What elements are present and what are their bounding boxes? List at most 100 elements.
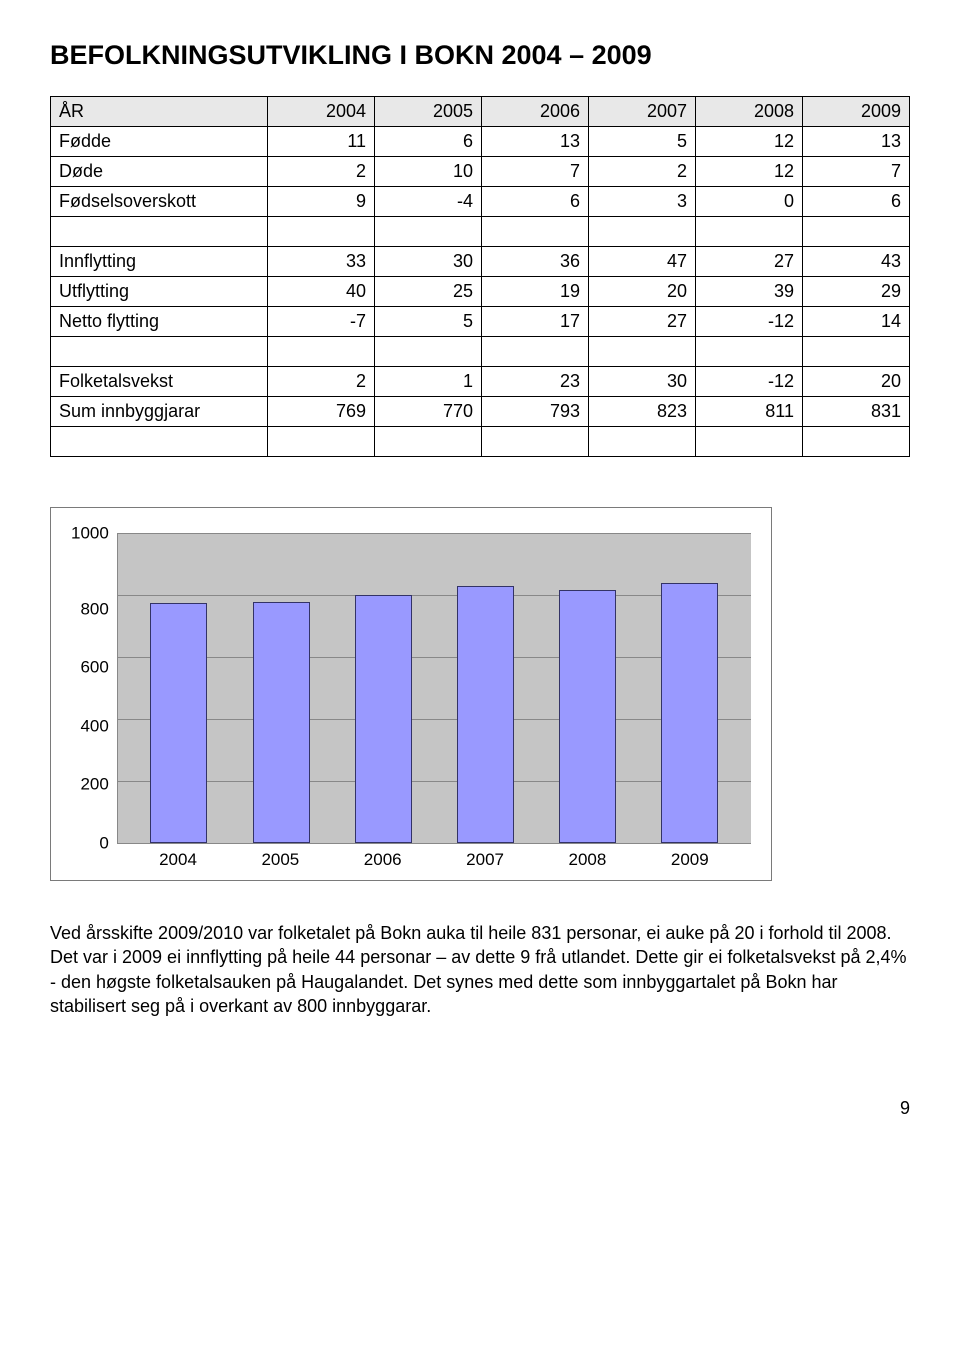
- table-cell: 47: [589, 247, 696, 277]
- table-cell: 27: [696, 247, 803, 277]
- x-tick-label: 2004: [151, 850, 206, 870]
- table-cell: 39: [696, 277, 803, 307]
- table-row: Døde21072127: [51, 157, 910, 187]
- col-header: 2008: [696, 97, 803, 127]
- x-tick-label: 2006: [355, 850, 410, 870]
- table-cell: -12: [696, 307, 803, 337]
- body-paragraph: Ved årsskifte 2009/2010 var folketalet p…: [50, 921, 910, 1018]
- table-cell: 5: [375, 307, 482, 337]
- table-cell: 43: [803, 247, 910, 277]
- x-tick-label: 2007: [458, 850, 513, 870]
- table-cell: 19: [482, 277, 589, 307]
- table-cell: 36: [482, 247, 589, 277]
- table-gap-row: [51, 337, 910, 367]
- x-tick-label: 2008: [560, 850, 615, 870]
- table-cell: 33: [268, 247, 375, 277]
- chart-bar: [253, 602, 310, 843]
- table-cell: 20: [803, 367, 910, 397]
- chart-plot-area: [117, 533, 751, 844]
- table-cell: 2: [268, 157, 375, 187]
- table-cell: 27: [589, 307, 696, 337]
- table-cell: 6: [803, 187, 910, 217]
- y-tick-label: 400: [80, 717, 108, 734]
- table-cell: 831: [803, 397, 910, 427]
- x-tick-label: 2009: [662, 850, 717, 870]
- page-title: BEFOLKNINGSUTVIKLING I BOKN 2004 – 2009: [50, 40, 910, 71]
- table-cell: Fødde: [51, 127, 268, 157]
- population-table: ÅR 2004 2005 2006 2007 2008 2009 Fødde11…: [50, 96, 910, 457]
- table-cell: -7: [268, 307, 375, 337]
- table-cell: 23: [482, 367, 589, 397]
- table-cell: 13: [482, 127, 589, 157]
- table-row: Utflytting402519203929: [51, 277, 910, 307]
- table-cell: 17: [482, 307, 589, 337]
- chart-bar: [355, 595, 412, 843]
- table-cell: 769: [268, 397, 375, 427]
- table-row: Fødde1161351213: [51, 127, 910, 157]
- table-cell: 6: [482, 187, 589, 217]
- table-cell: 770: [375, 397, 482, 427]
- table-cell: 5: [589, 127, 696, 157]
- table-cell: 12: [696, 157, 803, 187]
- table-cell: 2: [589, 157, 696, 187]
- table-cell: 6: [375, 127, 482, 157]
- chart-bar: [150, 603, 207, 843]
- col-header: 2009: [803, 97, 910, 127]
- table-cell: 11: [268, 127, 375, 157]
- col-header: 2007: [589, 97, 696, 127]
- chart-bar: [457, 586, 514, 843]
- table-cell: 13: [803, 127, 910, 157]
- population-chart: 10008006004002000 2004200520062007200820…: [50, 507, 772, 881]
- page-number: 9: [50, 1098, 910, 1119]
- table-cell: -12: [696, 367, 803, 397]
- table-cell: Netto flytting: [51, 307, 268, 337]
- table-cell: -4: [375, 187, 482, 217]
- table-cell: Innflytting: [51, 247, 268, 277]
- table-cell: Sum innbyggjarar: [51, 397, 268, 427]
- table-row: Fødselsoverskott9-46306: [51, 187, 910, 217]
- y-tick-label: 200: [80, 776, 108, 793]
- table-cell: 14: [803, 307, 910, 337]
- table-cell: 20: [589, 277, 696, 307]
- col-header: ÅR: [51, 97, 268, 127]
- table-cell: 3: [589, 187, 696, 217]
- chart-x-axis: 2004 2005 2006 2007 2008 2009: [117, 844, 751, 870]
- table-cell: 2: [268, 367, 375, 397]
- y-tick-label: 600: [80, 659, 108, 676]
- y-tick-label: 1000: [71, 525, 109, 542]
- table-cell: 29: [803, 277, 910, 307]
- col-header: 2006: [482, 97, 589, 127]
- table-cell: 9: [268, 187, 375, 217]
- table-row: Sum innbyggjarar769770793823811831: [51, 397, 910, 427]
- col-header: 2005: [375, 97, 482, 127]
- table-cell: 30: [589, 367, 696, 397]
- table-header-row: ÅR 2004 2005 2006 2007 2008 2009: [51, 97, 910, 127]
- table-cell: 1: [375, 367, 482, 397]
- col-header: 2004: [268, 97, 375, 127]
- table-cell: Døde: [51, 157, 268, 187]
- table-cell: 30: [375, 247, 482, 277]
- x-tick-label: 2005: [253, 850, 308, 870]
- table-row: Innflytting333036472743: [51, 247, 910, 277]
- table-row: Folketalsvekst212330-1220: [51, 367, 910, 397]
- table-cell: 793: [482, 397, 589, 427]
- chart-bar: [661, 583, 718, 843]
- y-tick-label: 0: [99, 834, 108, 851]
- table-cell: 823: [589, 397, 696, 427]
- chart-y-axis: 10008006004002000: [71, 533, 117, 843]
- chart-bar: [559, 590, 616, 843]
- table-cell: 12: [696, 127, 803, 157]
- table-cell: 7: [482, 157, 589, 187]
- table-cell: Fødselsoverskott: [51, 187, 268, 217]
- table-cell: 40: [268, 277, 375, 307]
- table-cell: 0: [696, 187, 803, 217]
- table-cell: 811: [696, 397, 803, 427]
- table-cell: Folketalsvekst: [51, 367, 268, 397]
- table-row: Netto flytting-751727-1214: [51, 307, 910, 337]
- table-cell: 7: [803, 157, 910, 187]
- table-gap-row: [51, 217, 910, 247]
- table-gap-row: [51, 427, 910, 457]
- y-tick-label: 800: [80, 600, 108, 617]
- table-cell: 25: [375, 277, 482, 307]
- table-cell: Utflytting: [51, 277, 268, 307]
